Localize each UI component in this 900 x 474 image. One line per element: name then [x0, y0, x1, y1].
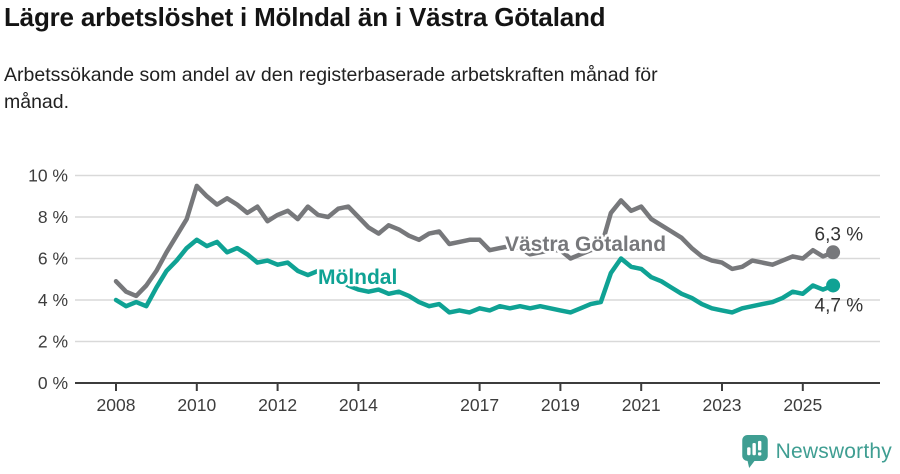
brand-name: Newsworthy	[775, 440, 892, 463]
x-axis-tick-label: 2010	[177, 395, 216, 415]
bar-small	[746, 447, 751, 456]
y-axis-tick-label: 8 %	[38, 207, 68, 227]
series-label-v-stra-g-taland: Västra Götaland	[505, 233, 666, 256]
end-value-label-v-stra-g-taland: 6,3 %	[815, 224, 864, 245]
series-line-v-stra-g-taland	[113, 183, 836, 299]
x-axis-tick-label: 2023	[703, 395, 742, 415]
chart-title: Lägre arbetslöshet i Mölndal än i Västra…	[4, 2, 606, 32]
series-line-m-lndal	[113, 237, 836, 315]
x-axis-tick-label: 2021	[622, 395, 661, 415]
y-axis-tick-label: 0 %	[38, 373, 68, 393]
chart-subtitle: Arbetssökande som andel av den registerb…	[4, 62, 864, 116]
y-axis-tick-label: 6 %	[38, 249, 68, 269]
exclamation-bar	[757, 440, 761, 451]
series-label-m-lndal: Mölndal	[318, 266, 397, 289]
x-axis-tick-label: 2012	[258, 395, 297, 415]
end-value-label-m-lndal: 4,7 %	[815, 295, 864, 316]
series-end-dot-v-stra-g-taland	[826, 245, 841, 260]
series-end-dot-m-lndal	[826, 278, 841, 293]
chart-subtitle-line2: månad.	[4, 90, 70, 113]
y-axis-tick-label: 2 %	[38, 332, 68, 352]
brand-footer: Newsworthy	[741, 435, 892, 469]
x-axis-tick-label: 2014	[339, 395, 378, 415]
y-axis-tick-label: 4 %	[38, 290, 68, 310]
x-axis-tick-label: 2025	[783, 395, 822, 415]
bar-tall	[752, 442, 756, 456]
x-axis-tick-label: 2017	[460, 395, 499, 415]
chart-subtitle-line1: Arbetssökande som andel av den registerb…	[4, 64, 658, 86]
y-axis-tick-label: 10 %	[28, 166, 68, 186]
x-axis-tick-label: 2008	[97, 395, 136, 415]
x-axis-tick-label: 2019	[541, 395, 580, 415]
newsworthy-pin-barchart-icon	[741, 435, 768, 468]
exclamation-dot	[757, 452, 761, 456]
